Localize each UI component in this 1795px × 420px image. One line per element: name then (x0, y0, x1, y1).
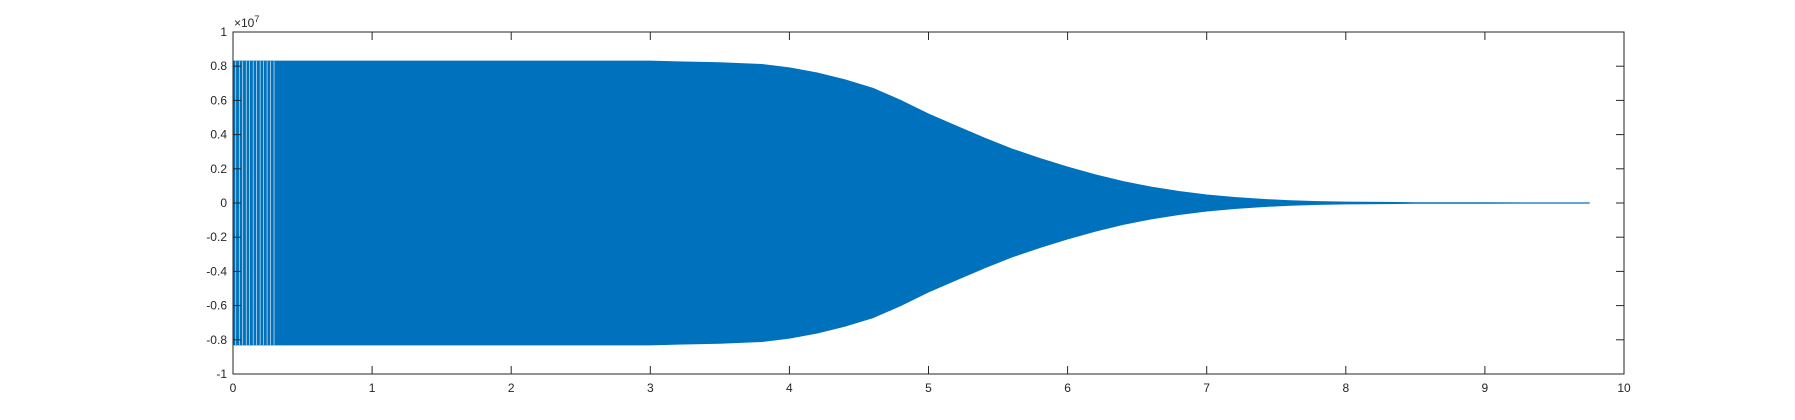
x-tick-label: 4 (786, 381, 793, 395)
y-tick-label: -0.8 (206, 333, 227, 347)
x-tick-label: 7 (1203, 381, 1210, 395)
x-tick-label: 8 (1342, 381, 1349, 395)
ticks-layer: 0 1 2 3 4 5 6 7 8 9 10 -1 -0.8 -0.6 -0.4 -0.2 0 0.2 0.4 0.6… (206, 25, 1631, 395)
y-axis-exponent-label: ×107 (234, 14, 259, 30)
y-tick-label: 0.8 (210, 59, 227, 73)
y-tick-label: -0.4 (206, 264, 227, 278)
y-tick-label: 0.4 (210, 128, 227, 142)
series-layer (232, 60, 1590, 346)
x-tick-label: 3 (647, 381, 654, 395)
y-axis-exponent-power: 7 (254, 14, 259, 24)
y-tick-label: -0.6 (206, 299, 227, 313)
x-tick-label: 9 (1482, 381, 1489, 395)
y-tick-label: -1 (216, 367, 227, 381)
y-axis-exponent-base: ×10 (234, 16, 255, 30)
x-tick-label: 6 (1064, 381, 1071, 395)
x-tick-label: 2 (508, 381, 515, 395)
plot-area: 0 1 2 3 4 5 6 7 8 9 10 -1 -0.8 -0.6 -0.4 -0.2 0 0.2 0.4 0.6… (206, 25, 1631, 395)
y-tick-label: 0.6 (210, 93, 227, 107)
x-tick-label: 5 (925, 381, 932, 395)
x-tick-label: 1 (369, 381, 376, 395)
y-tick-label: -0.2 (206, 230, 227, 244)
y-tick-label: 0 (220, 196, 227, 210)
y-tick-label: 0.2 (210, 162, 227, 176)
x-tick-label: 0 (230, 381, 237, 395)
x-tick-label: 10 (1617, 381, 1631, 395)
y-tick-label: 1 (220, 25, 227, 39)
